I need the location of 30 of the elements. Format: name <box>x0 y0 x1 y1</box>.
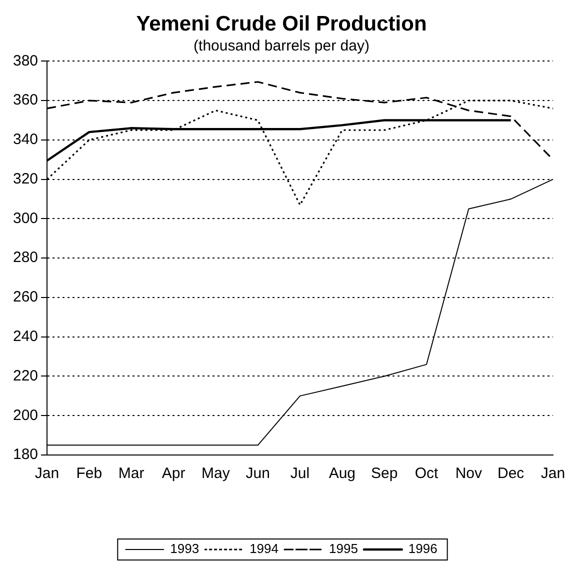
x-tick-label: Jan <box>540 465 566 482</box>
x-tick-label: Feb <box>76 465 102 482</box>
chart-title: Yemeni Crude Oil Production <box>136 12 427 36</box>
legend-label: 1994 <box>250 541 278 556</box>
y-tick-label: 280 <box>12 249 38 266</box>
y-tick-label: 300 <box>12 210 38 227</box>
x-tick-label: May <box>202 465 230 482</box>
y-tick-label: 360 <box>12 92 38 109</box>
x-tick-label: Jul <box>290 465 310 482</box>
y-tick-label: 180 <box>12 446 38 464</box>
y-tick-label: 240 <box>12 328 38 345</box>
x-tick-label: Sep <box>370 465 398 482</box>
legend-label: 1993 <box>170 541 200 556</box>
y-tick-label: 340 <box>12 131 38 148</box>
y-tick-label: 380 <box>12 52 38 70</box>
x-tick-label: Aug <box>328 465 356 482</box>
x-tick-label: Oct <box>414 465 439 482</box>
x-tick-label: Nov <box>455 465 482 482</box>
x-tick-label: Mar <box>118 465 144 482</box>
y-tick-label: 320 <box>12 170 38 188</box>
y-tick-label: 200 <box>12 406 38 424</box>
legend-label: 1996 <box>408 541 438 556</box>
x-tick-label: Jun <box>246 465 270 482</box>
y-tick-label: 220 <box>12 367 38 384</box>
chart-subtitle: (thousand barrels per day) <box>194 37 370 54</box>
x-tick-label: Dec <box>497 465 525 482</box>
x-tick-label: Apr <box>162 465 186 482</box>
y-tick-label: 260 <box>12 288 38 306</box>
x-tick-label: Jan <box>34 465 60 482</box>
legend-label: 1995 <box>329 541 358 556</box>
